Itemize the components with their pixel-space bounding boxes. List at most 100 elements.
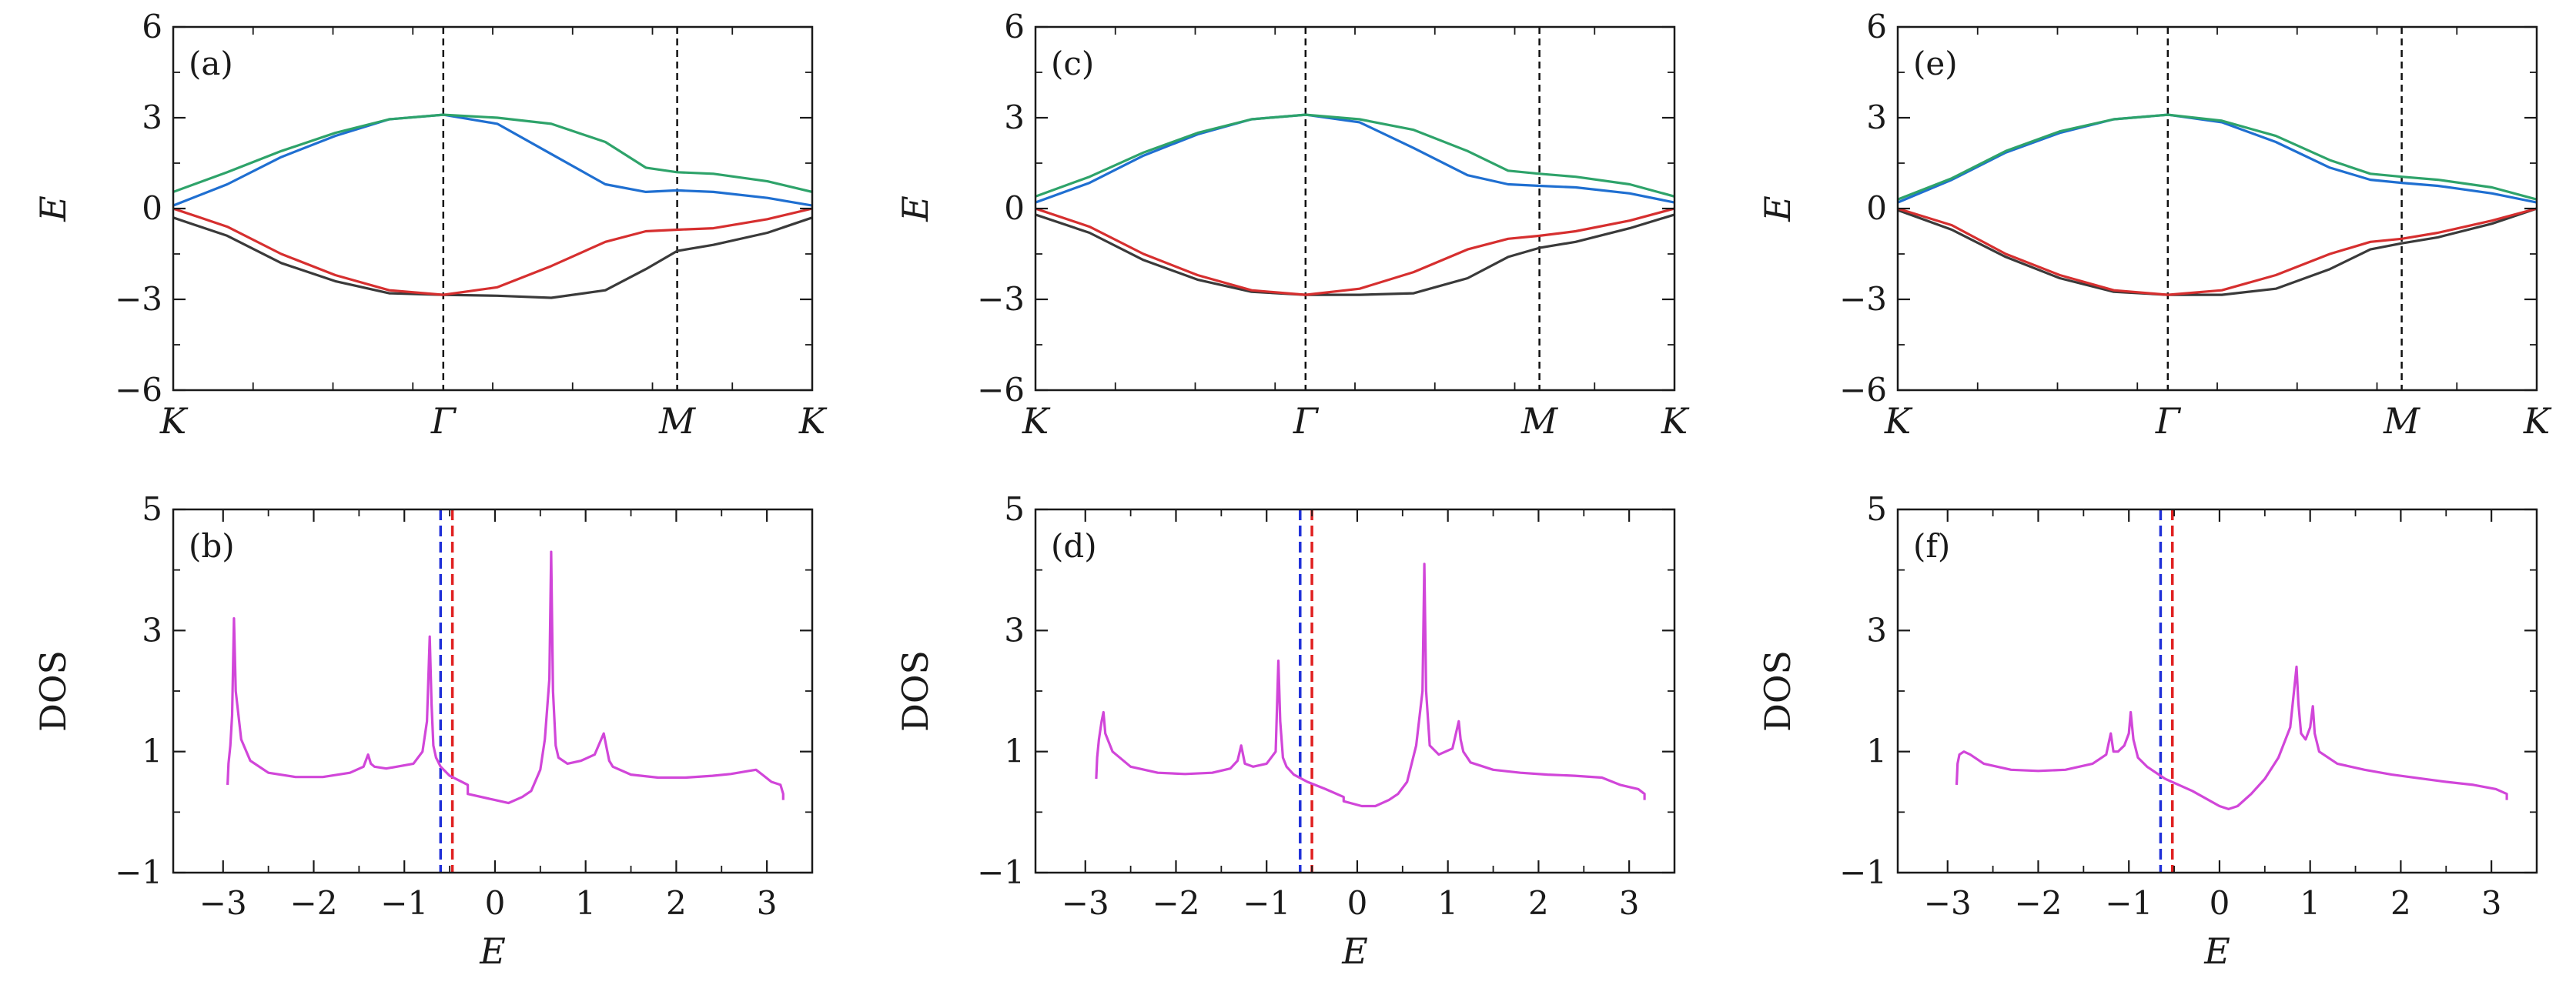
y-tick-label: 6 <box>1866 8 1887 45</box>
panel-label: (f) <box>1913 527 1950 565</box>
panel-label: (d) <box>1051 527 1097 565</box>
x-tick-label: −1 <box>380 884 428 922</box>
panel-d: −1 1 3 5 −3 −2 −1 0 1 2 3 E DOS (d) <box>895 490 1676 972</box>
x-axis-label: E <box>1341 930 1368 972</box>
y-tick-label: 3 <box>1004 98 1025 136</box>
panel-f: −1 1 3 5 −3 −2 −1 0 1 2 3 E DOS (f) <box>1757 490 2538 972</box>
y-axis-label: DOS <box>1757 650 1798 732</box>
plot-frame <box>1896 25 2538 392</box>
y-tick-label: −3 <box>1839 280 1887 318</box>
y-tick-label: 1 <box>142 733 162 770</box>
x-tick-label: 1 <box>575 884 596 922</box>
x-tick-label: −1 <box>2105 884 2153 922</box>
y-axis-label: DOS <box>895 650 936 732</box>
x-tick-label: −3 <box>1924 884 1972 922</box>
x-tick-label: 0 <box>1347 884 1368 922</box>
y-tick-label: −3 <box>977 280 1025 318</box>
panel-c: −6 −3 0 3 6 K Γ M K E (c) <box>895 8 1690 442</box>
y-tick-label: 6 <box>1004 8 1025 45</box>
series-line-band3 <box>173 113 812 207</box>
y-axis-label: E <box>1757 195 1798 222</box>
y-tick-label: 0 <box>142 189 162 227</box>
panel-label: (c) <box>1051 45 1094 82</box>
y-axis-label: DOS <box>32 650 74 732</box>
series-line-band4 <box>173 113 812 193</box>
panel-label: (a) <box>189 45 233 82</box>
x-tick-label: −2 <box>1153 884 1200 922</box>
y-tick-label: −1 <box>977 853 1025 891</box>
plot-frame <box>1034 25 1676 392</box>
y-axis-label: E <box>32 195 74 222</box>
x-tick-label: 2 <box>666 884 687 922</box>
k-point-label: Γ <box>2155 400 2182 442</box>
k-point-label: K <box>2523 400 2552 442</box>
panel-e: −6 −3 0 3 6 K Γ M K E (e) <box>1757 8 2552 442</box>
plot-frame <box>172 25 814 392</box>
plot-frame <box>172 508 814 874</box>
series-line-band2 <box>1898 207 2537 296</box>
series-line-band2 <box>1035 207 1674 296</box>
y-tick-label: 5 <box>142 490 162 528</box>
y-tick-label: 6 <box>142 8 162 45</box>
x-tick-label: 0 <box>485 884 506 922</box>
series-line-band1 <box>1035 213 1674 296</box>
y-tick-label: 1 <box>1004 733 1025 770</box>
x-tick-label: 1 <box>1437 884 1458 922</box>
x-tick-label: 2 <box>1528 884 1549 922</box>
y-tick-label: 5 <box>1866 490 1887 528</box>
y-tick-label: 3 <box>1866 98 1887 136</box>
x-tick-label: −2 <box>2015 884 2062 922</box>
x-tick-label: −3 <box>1062 884 1109 922</box>
x-tick-label: 0 <box>2210 884 2230 922</box>
y-tick-label: 3 <box>1004 611 1025 649</box>
series-line-band3 <box>1898 113 2537 204</box>
series-line-band4 <box>1035 113 1674 198</box>
panel-a: −6 −3 0 3 6 K Γ M K E (a) <box>32 8 828 442</box>
series-line-DOS <box>1955 665 2508 811</box>
x-axis-label: E <box>2203 930 2230 972</box>
k-point-label: M <box>658 400 697 442</box>
k-point-label: K <box>1022 400 1051 442</box>
k-point-label: Γ <box>430 400 457 442</box>
k-point-label: M <box>2383 400 2421 442</box>
y-tick-label: 0 <box>1004 189 1025 227</box>
x-tick-label: 3 <box>757 884 778 922</box>
series-line-band1 <box>1898 207 2537 296</box>
panel-label: (e) <box>1913 45 1958 82</box>
y-tick-label: 3 <box>1866 611 1887 649</box>
y-tick-label: 5 <box>1004 490 1025 528</box>
series-line-band4 <box>1898 113 2537 201</box>
y-tick-label: −6 <box>115 371 162 409</box>
plot-frame <box>1896 508 2538 874</box>
x-tick-label: −2 <box>290 884 338 922</box>
panel-b: −1 1 3 5 −3 −2 −1 0 1 2 3 E DOS (b) <box>32 490 814 972</box>
y-tick-label: 3 <box>142 98 162 136</box>
panel-label: (b) <box>189 527 235 565</box>
plot-frame <box>1034 508 1676 874</box>
x-axis-label: E <box>479 930 506 972</box>
y-tick-label: −1 <box>115 853 162 891</box>
x-tick-label: −1 <box>1243 884 1290 922</box>
k-point-label: Γ <box>1293 400 1320 442</box>
y-tick-label: −6 <box>977 371 1025 409</box>
series-line-band3 <box>1035 113 1674 204</box>
x-tick-label: 3 <box>2481 884 2502 922</box>
k-point-label: M <box>1521 400 1559 442</box>
x-tick-label: 2 <box>2390 884 2411 922</box>
y-tick-label: −3 <box>115 280 162 318</box>
x-tick-label: 3 <box>1619 884 1640 922</box>
y-axis-label: E <box>895 195 936 222</box>
y-tick-label: 3 <box>142 611 162 649</box>
series-line-band1 <box>173 216 812 299</box>
y-tick-label: −6 <box>1839 371 1887 409</box>
series-line-band2 <box>173 207 812 296</box>
series-line-DOS <box>1095 563 1646 808</box>
x-tick-label: −3 <box>199 884 247 922</box>
y-tick-label: 1 <box>1866 733 1887 770</box>
k-point-label: K <box>1884 400 1913 442</box>
x-tick-label: 1 <box>2300 884 2320 922</box>
series-line-DOS <box>226 550 785 805</box>
k-point-label: K <box>798 400 828 442</box>
y-tick-label: 0 <box>1866 189 1887 227</box>
